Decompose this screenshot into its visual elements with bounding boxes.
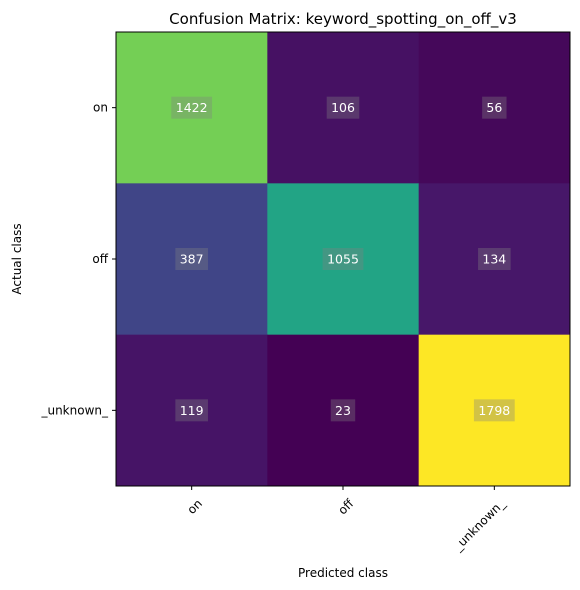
heatmap-cells — [116, 32, 571, 487]
heatmap-cell-on-on — [116, 32, 268, 184]
cell-value-label: 1798 — [478, 403, 510, 418]
heatmap-cell-off-_unknown_ — [418, 183, 571, 336]
cell-label-box — [478, 248, 511, 270]
heatmap-cell-labels: 1422 106 56 387 1055 134 119 23 1798 — [171, 96, 515, 422]
cell-value-label: 134 — [482, 252, 506, 267]
y-tick-label: on — [93, 101, 108, 115]
cell-value-label: 1422 — [176, 100, 208, 115]
chart-title: Confusion Matrix: keyword_spotting_on_of… — [169, 10, 517, 29]
cell-value-label: 106 — [331, 100, 355, 115]
heatmap-cell-_unknown_-_unknown_ — [418, 334, 571, 487]
heatmap-cell-off-on — [116, 183, 268, 336]
x-tick-label: off — [335, 496, 356, 517]
heatmap-cell-on-_unknown_ — [418, 32, 571, 184]
y-tick-label: off — [92, 252, 108, 266]
heatmap-cell-on-off — [267, 32, 420, 184]
cell-value-label: 23 — [335, 403, 351, 418]
cell-label-box — [175, 399, 208, 422]
cell-value-label: 119 — [180, 403, 204, 418]
cell-value-label: 387 — [180, 252, 204, 267]
y-axis-ticks: on off _unknown_ — [40, 101, 116, 417]
cell-label-box — [473, 399, 515, 422]
heatmap-cell-_unknown_-off — [267, 334, 420, 487]
cell-label-box — [322, 248, 364, 270]
y-axis-label: Actual class — [10, 223, 24, 294]
cell-label-box — [482, 96, 507, 119]
cell-label-box — [171, 96, 213, 119]
heatmap-cell-off-off — [267, 183, 420, 336]
y-tick-label: _unknown_ — [40, 403, 109, 417]
cell-value-label: 56 — [486, 100, 502, 115]
cell-label-box — [326, 96, 360, 119]
x-tick-label: _unknown_ — [450, 496, 508, 554]
heatmap-cell-_unknown_-on — [116, 334, 268, 487]
cell-label-box — [330, 399, 356, 422]
cell-value-label: 1055 — [327, 252, 359, 267]
cell-label-box — [175, 248, 208, 270]
x-tick-label: on — [185, 496, 205, 516]
x-axis-ticks: on off _unknown_ — [185, 486, 508, 554]
x-axis-label: Predicted class — [298, 566, 388, 580]
